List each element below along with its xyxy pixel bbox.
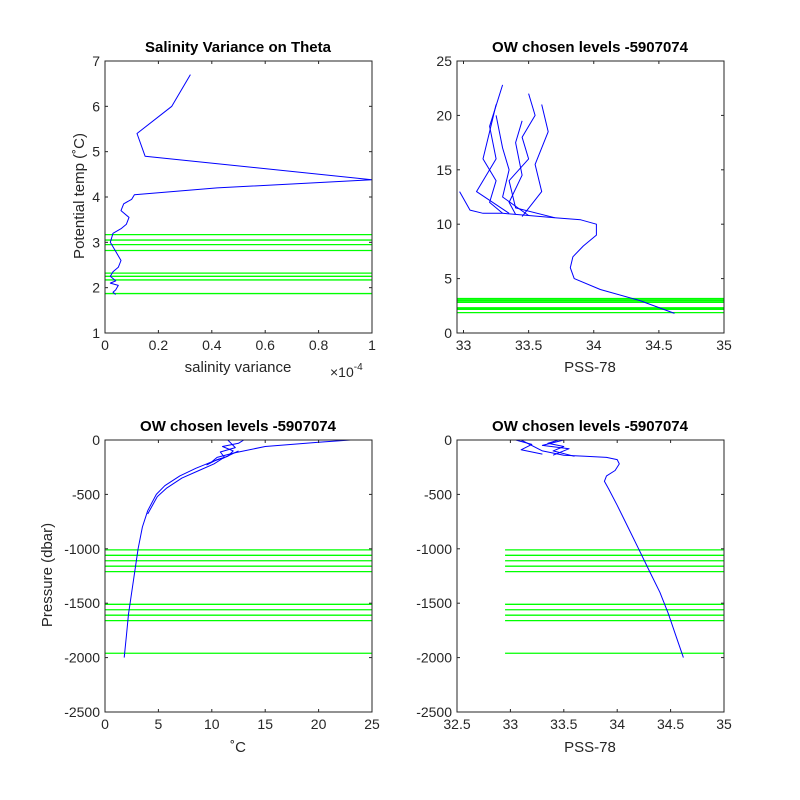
panel-title: OW chosen levels -5907074	[492, 418, 689, 435]
x-tick-label: 1	[368, 337, 376, 353]
y-tick-label: 4	[92, 189, 100, 205]
profile-line	[123, 440, 351, 658]
x-tick-label: 20	[311, 716, 327, 732]
profile-line	[508, 93, 555, 219]
axes-box	[456, 60, 725, 334]
plot-area	[105, 440, 372, 658]
profile-line	[495, 115, 529, 216]
y-tick-label: 7	[92, 53, 100, 69]
x-tick-label: 33	[503, 716, 519, 732]
x-tick-label: 34	[586, 337, 602, 353]
profile-line	[515, 440, 543, 455]
y-tick-label: -2000	[64, 650, 100, 666]
y-tick-label: 10	[436, 216, 452, 232]
y-tick-label: 20	[436, 107, 452, 123]
y-tick-label: -1500	[416, 595, 452, 611]
x-tick-label: 0	[101, 337, 109, 353]
axes-box	[456, 439, 725, 713]
profile-line	[109, 74, 372, 295]
x-tick-label: 34.5	[657, 716, 684, 732]
y-tick-label: 5	[92, 144, 100, 160]
x-tick-label: 15	[257, 716, 273, 732]
x-tick-label: 34.5	[645, 337, 672, 353]
x-exponent: -4	[354, 362, 363, 373]
panel-salinity-pressure: OW chosen levels -5907074 PSS-78 32.5 33 3…	[416, 418, 732, 756]
profile-line	[211, 440, 236, 463]
profile-line	[476, 84, 510, 214]
x-tick-label: 0.4	[202, 337, 222, 353]
y-tick-label: -2500	[416, 704, 452, 720]
x-tick-label: 25	[364, 716, 380, 732]
profile-line	[459, 191, 675, 314]
x-axis-label: salinity variance	[185, 359, 292, 376]
x-axis-label: ˚C	[230, 739, 246, 756]
y-tick-label: 25	[436, 53, 452, 69]
panel-title: OW chosen levels -5907074	[492, 39, 689, 56]
y-tick-label: -1000	[416, 541, 452, 557]
x-tick-label: 33.5	[515, 337, 542, 353]
x-tick-label: 35	[716, 337, 732, 353]
x-multiplier-label: ×10-4	[330, 362, 363, 380]
x-tick-label: 5	[155, 716, 163, 732]
profile-line	[541, 440, 570, 456]
y-tick-label: -1500	[64, 595, 100, 611]
plot-area	[505, 440, 724, 658]
panel-salinity-theta: OW chosen levels -5907074 PSS-78 33 33.5 3…	[436, 39, 732, 376]
y-tick-label: 15	[436, 162, 452, 178]
panel-salinity-variance: Salinity Variance on Theta salinity vari…	[71, 39, 376, 380]
x-multiplier: ×10	[330, 364, 354, 380]
x-tick-label: 33.5	[550, 716, 577, 732]
x-tick-label: 10	[204, 716, 220, 732]
x-axis-label: PSS-78	[564, 359, 616, 376]
y-axis-label: Pressure (dbar)	[39, 523, 56, 627]
y-tick-label: -500	[424, 486, 452, 502]
y-tick-label: 1	[92, 325, 100, 341]
x-tick-label: 0	[101, 716, 109, 732]
x-tick-label: 33	[456, 337, 472, 353]
y-tick-label: 0	[444, 432, 452, 448]
x-tick-label: 0.6	[255, 337, 275, 353]
panel-temperature-pressure: OW chosen levels -5907074 ˚C Pressure (d…	[39, 418, 380, 756]
x-tick-label: 0.2	[149, 337, 169, 353]
y-tick-label: 6	[92, 98, 100, 114]
panel-title: OW chosen levels -5907074	[140, 418, 337, 435]
profile-line	[520, 440, 684, 658]
y-axis-label: Potential temp (˚C)	[71, 133, 88, 259]
profile-line	[521, 104, 549, 217]
y-tick-label: -2500	[64, 704, 100, 720]
profile-line	[508, 120, 523, 215]
y-tick-label: 3	[92, 234, 100, 250]
x-tick-label: 32.5	[443, 716, 470, 732]
profile-line	[147, 450, 239, 515]
x-axis-label: PSS-78	[564, 739, 616, 756]
plot-area	[457, 84, 724, 314]
plot-area	[105, 74, 372, 295]
y-tick-label: -500	[72, 486, 100, 502]
panel-title: Salinity Variance on Theta	[145, 39, 332, 56]
y-tick-label: -2000	[416, 650, 452, 666]
axes-box	[104, 439, 373, 713]
y-tick-label: 5	[444, 271, 452, 287]
x-tick-label: 34	[609, 716, 625, 732]
x-tick-label: 0.8	[309, 337, 329, 353]
y-tick-label: 0	[92, 432, 100, 448]
x-tick-label: 35	[716, 716, 732, 732]
y-tick-label: 0	[444, 325, 452, 341]
y-tick-label: 2	[92, 280, 100, 296]
y-tick-label: -1000	[64, 541, 100, 557]
